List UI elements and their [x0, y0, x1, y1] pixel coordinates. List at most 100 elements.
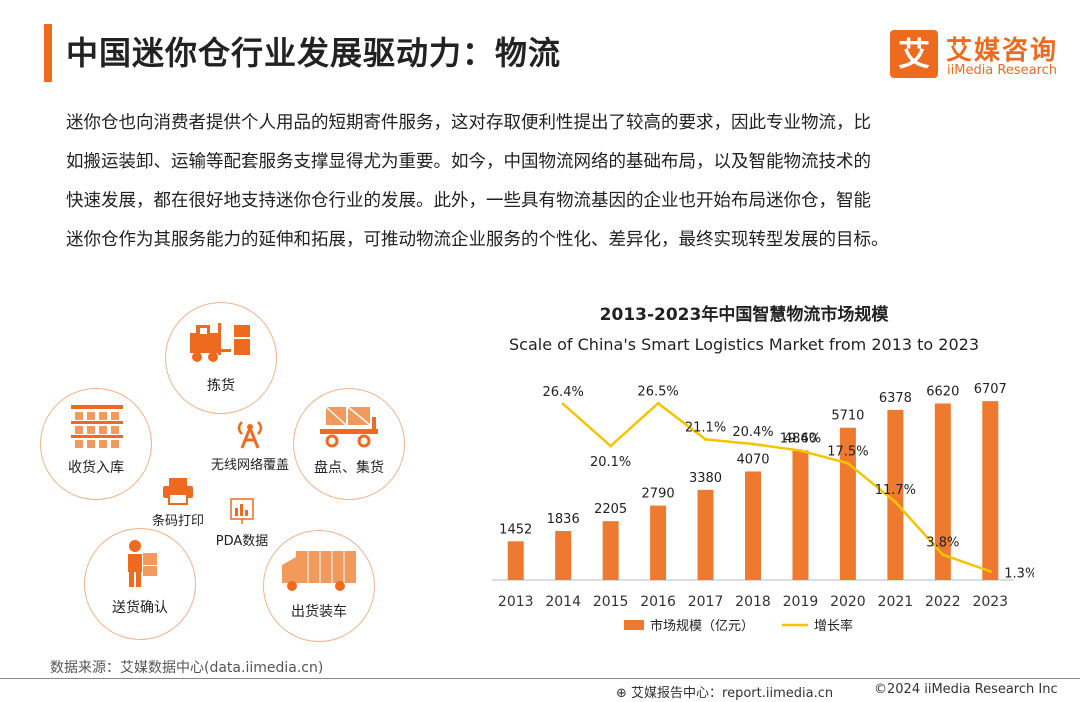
bar — [697, 489, 714, 580]
growth-rate-point — [798, 449, 802, 453]
shipping-label: 出货装车 — [291, 604, 347, 620]
x-tick-label: 2013 — [498, 594, 534, 610]
legend-bar-swatch — [624, 620, 644, 630]
data-source: 数据来源：艾媒数据中心(data.iimedia.cn) — [50, 660, 324, 676]
growth-rate-label: 26.5% — [637, 384, 678, 399]
bar-value-label: 6620 — [926, 384, 959, 399]
delivery-confirm-label: 送货确认 — [112, 600, 168, 616]
growth-rate-point — [893, 500, 897, 504]
growth-rate-line — [562, 402, 991, 573]
growth-rate-point — [988, 569, 992, 573]
wireless-label: 无线网络覆盖 — [210, 458, 289, 473]
warehouse-shelf-icon — [71, 405, 123, 448]
x-tick-label: 2015 — [593, 594, 629, 610]
title-accent-bar — [44, 24, 52, 82]
bar — [934, 403, 951, 580]
bar — [602, 521, 619, 580]
intro-paragraph: 迷你仓也向消费者提供个人用品的短期寄件服务，这对存取便利性提出了较高的要求，因此… — [66, 104, 1026, 260]
bar-value-label: 1452 — [499, 522, 532, 537]
x-tick-label: 2023 — [972, 594, 1008, 610]
barcode-item: 条码打印 — [138, 476, 218, 529]
growth-rate-label: 11.7% — [875, 483, 916, 498]
intro-line: 迷你仓也向消费者提供个人用品的短期寄件服务，这对存取便利性提出了较高的要求，因此… — [66, 113, 871, 133]
footer-divider — [0, 678, 1080, 679]
inventory-label: 盘点、集货 — [314, 460, 384, 476]
legend-line-label: 增长率 — [814, 618, 853, 634]
bar-value-label: 4860 — [784, 431, 817, 446]
bar-value-label: 2205 — [594, 502, 627, 517]
report-site-text: 艾媒报告中心：report.iimedia.cn — [631, 686, 834, 701]
courier-person-icon — [128, 540, 157, 587]
growth-rate-point — [941, 553, 945, 557]
growth-rate-point — [704, 437, 708, 441]
receiving-label: 收货入库 — [68, 460, 124, 476]
pda-item: PDA数据 — [210, 496, 274, 549]
cart-boxes-icon — [320, 406, 378, 448]
intro-line: 快速发展，都在很好地支持迷你仓行业的发展。此外，一些具有物流基因的企业也开始布局… — [66, 191, 871, 211]
bar-value-label: 3380 — [689, 471, 722, 486]
intro-line: 迷你仓作为其服务能力的延伸和拓展，可推动物流企业服务的个性化、差异化，最终实现转… — [66, 230, 889, 250]
x-tick-label: 2021 — [878, 594, 914, 610]
pda-label: PDA数据 — [215, 534, 269, 549]
delivery-confirm-circle: 送货确认 — [84, 528, 196, 640]
growth-rate-label: 20.4% — [732, 425, 773, 440]
bar — [507, 541, 524, 580]
legend-bar-label: 市场规模（亿元） — [650, 618, 754, 634]
x-tick-label: 2020 — [830, 594, 866, 610]
growth-rate-label: 3.8% — [926, 536, 959, 551]
x-tick-label: 2016 — [640, 594, 676, 610]
x-tick-label: 2018 — [735, 594, 771, 610]
growth-rate-point — [656, 401, 660, 405]
bar — [792, 450, 809, 580]
bar — [982, 401, 999, 580]
logo-cn-text: 艾媒咨询 — [946, 36, 1059, 66]
picking-label: 拣货 — [207, 378, 235, 394]
bar — [887, 409, 904, 580]
growth-rate-label: 1.3% — [1004, 566, 1034, 581]
growth-rate-point — [846, 461, 850, 465]
chart-title: 2013-2023年中国智慧物流市场规模 — [599, 305, 889, 325]
bar-value-label: 6378 — [879, 391, 912, 406]
antenna-icon — [237, 421, 263, 449]
growth-rate-label: 19.4% — [780, 432, 821, 447]
bar — [745, 471, 761, 580]
page-title: 中国迷你仓行业发展驱动力：物流 — [66, 34, 562, 72]
receiving-circle: 收货入库 — [40, 388, 152, 500]
report-site: ⊕ 艾媒报告中心：report.iimedia.cn — [616, 682, 833, 701]
bar — [555, 531, 572, 580]
shipping-circle: 出货装车 — [263, 530, 375, 642]
x-tick-label: 2019 — [783, 594, 819, 610]
bar-value-label: 2790 — [642, 487, 675, 502]
x-tick-label: 2017 — [688, 594, 724, 610]
x-tick-label: 2022 — [925, 594, 961, 610]
growth-rate-point — [561, 402, 565, 406]
growth-rate-label: 17.5% — [827, 444, 868, 459]
printer-icon — [163, 478, 193, 505]
pda-chart-icon — [230, 498, 254, 524]
inventory-circle: 盘点、集货 — [293, 388, 405, 500]
intro-line: 如搬运装卸、运输等配套服务支撑显得尤为重要。如今，中国物流网络的基础布局，以及智… — [66, 152, 871, 172]
logo-en-text: iiMedia Research — [947, 63, 1058, 78]
forklift-icon — [190, 323, 250, 362]
chart-subtitle: Scale of China's Smart Logistics Market … — [508, 335, 980, 354]
logistics-process-diagram: 拣货 收货入库 — [30, 290, 440, 642]
growth-rate-label: 26.4% — [543, 385, 584, 400]
brand-logo: 艾 艾媒咨询 iiMedia Research — [890, 30, 1062, 82]
growth-rate-point — [751, 442, 755, 446]
picking-circle: 拣货 — [165, 302, 277, 414]
bar-value-label: 6707 — [974, 382, 1007, 397]
x-tick-label: 2014 — [545, 594, 581, 610]
barcode-label: 条码打印 — [151, 514, 204, 529]
logo-mark-icon: 艾 — [890, 30, 938, 78]
market-size-chart: 1452 2013 1836 2014 2205 2015 2790 2016 3380 2017… — [492, 382, 1034, 634]
growth-rate-label: 21.1% — [685, 420, 726, 435]
growth-rate-label: 20.1% — [590, 455, 631, 470]
copyright: ©2024 iiMedia Research Inc — [874, 682, 1058, 697]
bar-value-label: 1836 — [547, 512, 580, 527]
bar — [650, 505, 667, 580]
growth-rate-point — [609, 444, 613, 448]
globe-icon: ⊕ — [616, 686, 627, 701]
truck-icon — [282, 551, 356, 591]
bar-value-label: 5710 — [831, 409, 864, 424]
bar-value-label: 4070 — [736, 452, 769, 467]
